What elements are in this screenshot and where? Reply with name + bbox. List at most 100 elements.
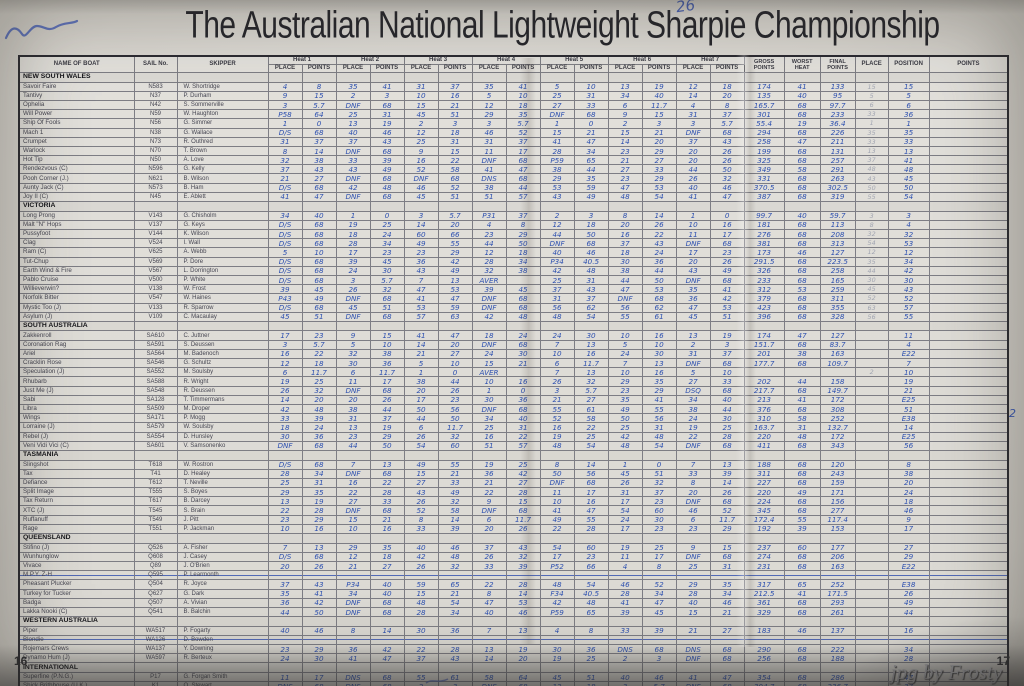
heat-points-cell: 8: [709, 99, 745, 111]
heat-place-cell: 10: [335, 523, 371, 535]
heat-points-cell: 43: [301, 579, 337, 590]
place-cell: [854, 634, 889, 646]
heat-points-cell: 68: [709, 551, 745, 562]
sail-number-cell: P17: [133, 672, 178, 683]
section-empty-cell: [335, 533, 371, 544]
heat-place-cell: 57: [403, 311, 439, 322]
heat-points-cell: 17: [709, 228, 745, 240]
heat-points-cell: 43: [301, 164, 337, 175]
skipper-cell: G. Dark: [176, 588, 269, 599]
heat-points-cell: 19: [369, 422, 405, 433]
heat-points-cell: 25: [641, 542, 677, 553]
heat-points-cell: 43: [437, 653, 473, 664]
heat-place-cell: 47: [471, 597, 507, 608]
skipper-cell: A. Webb: [176, 247, 269, 258]
final-points-cell: 233: [819, 109, 856, 120]
heat-place-cell: 2: [403, 118, 439, 129]
section-empty-cell: [641, 662, 677, 674]
heat-points-cell: 49: [369, 164, 405, 175]
heat-points-cell: 46: [301, 625, 337, 636]
worst-heat-cell: 48: [783, 431, 821, 442]
final-points-cell: 153: [819, 523, 856, 535]
section-empty-cell: [743, 616, 785, 627]
worst-heat-cell: 68: [783, 339, 821, 350]
place-cell: 6: [854, 99, 889, 111]
heat-place-cell: DNF: [471, 293, 507, 304]
boat-name-cell: Crumpet: [18, 136, 135, 147]
heat-points-cell: 53: [641, 284, 677, 295]
heat-points-cell: 68: [301, 440, 337, 451]
heat-points-cell: 37: [505, 210, 541, 221]
worst-heat-cell: 68: [783, 256, 821, 267]
boat-name-cell: Malt "N" Hops: [18, 219, 135, 231]
worst-heat-cell: 68: [783, 265, 821, 276]
section-empty-cell: [301, 449, 337, 461]
final-points-cell: 172: [819, 431, 856, 442]
place-cell: [854, 459, 889, 470]
sail-number-cell: SA588: [133, 376, 178, 387]
heat-points-cell: 10: [369, 339, 405, 350]
points-cell: [928, 367, 1009, 378]
final-points-cell: 263: [819, 173, 856, 184]
heat-place-cell: 45: [539, 672, 575, 683]
table-row: Ruffanuff T549 J. Pitt 23 29 15 21 8 14 6 11.7 49 55…: [18, 514, 1009, 525]
sail-number-cell: V138: [133, 284, 178, 295]
heat-points-cell: 41: [301, 588, 337, 599]
heat-place-cell: 10: [607, 367, 643, 378]
heat-points-cell: 15: [641, 109, 677, 120]
heat-points-cell: 68: [709, 681, 745, 686]
heat-place-cell: 34: [335, 588, 371, 599]
heat-place-cell: 40: [539, 247, 575, 258]
heat-points-cell: 18: [709, 81, 745, 92]
heat-place-cell: 3: [539, 385, 575, 396]
heat-place-cell: 11: [675, 228, 711, 240]
heat-points-cell: 68: [505, 155, 541, 166]
gross-points-cell: 361: [743, 597, 785, 608]
heat-points-cell: 49: [437, 487, 473, 498]
heat-place-cell: 33: [267, 413, 303, 424]
worst-heat-cell: 68: [783, 219, 821, 231]
sail-number-cell: SA564: [133, 348, 178, 360]
heat-place-cell: 28: [471, 256, 507, 267]
final-points-cell: 113: [819, 219, 856, 231]
skipper-cell: A. Fisher: [176, 542, 269, 553]
heat-points-cell: 11.7: [641, 99, 677, 111]
heat-points-cell: 38: [301, 155, 337, 166]
heat-place-cell: 15: [471, 358, 507, 369]
sail-number-cell: Q89: [133, 560, 178, 572]
skipper-cell: P. White: [176, 274, 269, 286]
heat-points-cell: 50: [505, 238, 541, 249]
heat-place-cell: 21: [403, 348, 439, 360]
heat-place-cell: 12: [471, 247, 507, 258]
col-header-sail: SAIL No.: [133, 55, 178, 73]
gross-points-cell: 411: [743, 440, 785, 451]
heat-points-cell: 53: [437, 284, 473, 295]
heat-place-cell: 45: [675, 311, 711, 322]
heat-points-cell: 33: [573, 99, 609, 111]
heat-place-cell: 36: [335, 644, 371, 655]
heat-points-cell: 32: [301, 385, 337, 396]
section-empty-cell: [887, 616, 930, 627]
heat-points-cell: 51: [709, 311, 745, 322]
heat-points-cell: 20: [437, 219, 473, 231]
position-cell: 56: [887, 440, 930, 451]
heat-place-cell: 43: [403, 265, 439, 276]
col-header-heat-place: PLACE: [403, 64, 439, 73]
heat-place-cell: [335, 570, 371, 581]
points-cell: [928, 394, 1009, 405]
heat-place-cell: 52: [403, 505, 439, 516]
heat-place-cell: 2: [675, 339, 711, 350]
col-header-heat-place: PLACE: [607, 64, 643, 73]
heat-points-cell: 25: [573, 431, 609, 442]
heat-points-cell: 13: [573, 339, 609, 350]
worst-heat-cell: 41: [783, 588, 821, 599]
section-empty-cell: [267, 72, 303, 83]
heat-points-cell: 36: [505, 394, 541, 405]
boat-name-cell: XTC (J): [18, 505, 135, 516]
heat-points-cell: 27: [709, 625, 745, 636]
heat-points-cell: 36: [301, 431, 337, 442]
heat-points-cell: 8: [641, 560, 677, 572]
position-cell: 3: [887, 210, 930, 221]
heat-place-cell: 30: [471, 394, 507, 405]
final-points-cell: 177: [819, 542, 856, 553]
